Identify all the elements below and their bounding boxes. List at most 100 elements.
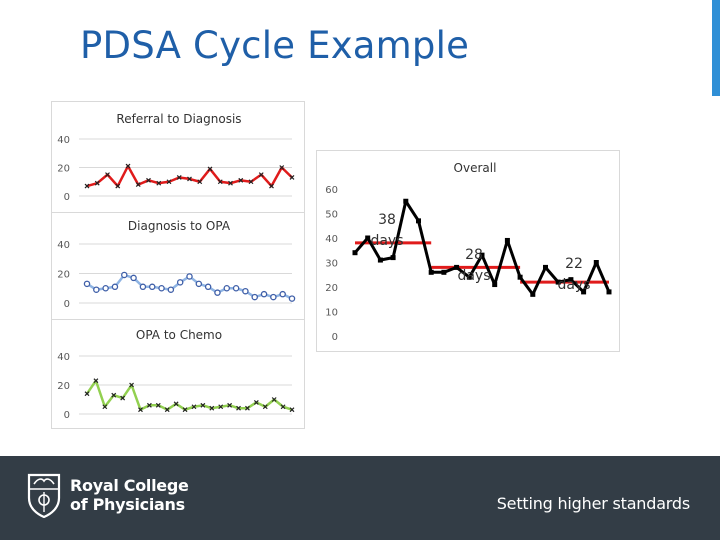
chart-referral-point-11: [197, 179, 203, 185]
chart-opa-axes: 40 20 0: [57, 240, 292, 310]
chart-opa-point-17: [242, 287, 249, 295]
chart-overall-axes: 60 50 40 30 20 10 0: [325, 185, 338, 343]
chart-overall-ytick-1: 50: [325, 210, 338, 221]
chart-referral-point-10: [187, 176, 192, 182]
chart-referral-point-2: [105, 172, 110, 178]
chart-overall-ytick-4: 20: [325, 283, 338, 294]
chart-overall-median-label-unit-1: days: [457, 268, 490, 284]
chart-opa-point-7: [148, 283, 156, 291]
chart-overall-point-14: [530, 291, 536, 297]
chart-chemo-point-11: [182, 407, 188, 413]
chart-chemo-point-16: [227, 402, 233, 408]
chart-opa-point-3: [111, 283, 119, 291]
chart-referral-series-line-0: [86, 164, 293, 188]
chart-opa-title: Diagnosis to OPA: [128, 219, 231, 233]
chart-opa-point-9: [167, 286, 175, 293]
chart-referral-svg: Referral to Diagnosis 40 20 0: [57, 112, 295, 203]
chart-opa-point-19: [260, 290, 268, 298]
chart-opa-point-11: [186, 273, 193, 280]
chart-referral-point-20: [289, 175, 295, 180]
chart-overall-point-5: [416, 218, 421, 224]
chart-referral-point-0: [84, 183, 90, 189]
chart-opa-point-8: [158, 285, 165, 292]
chart-referral-point-3: [115, 183, 121, 189]
chart-chemo-ytick-0: 40: [57, 352, 70, 363]
chart-chemo-point-4: [120, 395, 126, 401]
chart-opa-ytick-0: 40: [57, 240, 70, 251]
chart-chemo-point-6: [138, 407, 143, 413]
chart-overall-ytick-0: 60: [325, 185, 338, 196]
chart-chemo-point-19: [253, 399, 259, 405]
chart-chemo-point-14: [209, 405, 215, 411]
chart-chemo-point-15: [218, 404, 224, 410]
chart-opa-point-0: [83, 280, 91, 288]
chart-referral-point-1: [94, 180, 100, 186]
chart-overall-svg: Overall 60 50 40 30 20 10 0 38 days 28 days 22 days: [325, 161, 612, 343]
chart-referral-to-diagnosis: Referral to Diagnosis 40 20 0: [51, 101, 305, 213]
chart-opa-point-4: [121, 271, 128, 279]
chart-overall-median-labels: 38 days 28 days 22 days: [370, 212, 590, 293]
chart-chemo-axes: 40 20 0: [57, 352, 292, 421]
chart-chemo-ytick-1: 20: [57, 381, 70, 392]
chart-opa-point-10: [176, 279, 184, 286]
chart-chemo-point-22: [280, 404, 286, 410]
chart-chemo-title: OPA to Chemo: [136, 328, 222, 342]
chart-chemo-point-23: [289, 407, 295, 413]
chart-referral-point-8: [166, 179, 172, 185]
chart-overall-title: Overall: [454, 161, 497, 175]
chart-chemo-point-20: [262, 404, 268, 410]
tagline: Setting higher standards: [496, 494, 690, 513]
chart-referral-point-7: [156, 180, 162, 186]
chart-overall-median-label-unit-2: days: [557, 277, 590, 293]
chart-opa-point-14: [214, 289, 221, 296]
chart-overall-point-18: [581, 289, 587, 295]
chart-referral-point-15: [238, 177, 244, 183]
chart-chemo-point-17: [236, 405, 241, 411]
chart-chemo-svg: OPA to Chemo 40 20 0: [57, 328, 295, 421]
chart-referral-point-16: [248, 179, 254, 185]
chart-overall-point-8: [454, 264, 460, 270]
chart-opa-point-16: [232, 285, 240, 292]
chart-chemo-point-21: [271, 397, 277, 402]
chart-chemo-point-9: [164, 407, 170, 413]
chart-overall-point-16: [555, 279, 561, 285]
chart-chemo-point-13: [200, 402, 206, 408]
chart-opa-point-18: [251, 293, 258, 301]
chart-overall-point-4: [403, 198, 409, 204]
chart-opa-point-5: [130, 274, 137, 282]
chart-overall-point-2: [377, 257, 383, 263]
chart-referral-ytick-2: 0: [64, 192, 70, 203]
accent-bar: [712, 0, 720, 96]
chart-chemo-point-10: [173, 401, 179, 407]
chart-referral-point-9: [176, 175, 182, 180]
org-name-line-2: of Physicians: [70, 495, 185, 514]
chart-opa-svg: Diagnosis to OPA 40 20 0: [57, 219, 296, 310]
chart-opa-point-2: [102, 285, 109, 292]
chart-referral-point-14: [228, 180, 233, 186]
footer-bar: [0, 456, 720, 540]
chart-chemo-point-8: [155, 402, 161, 408]
chart-referral-point-12: [207, 166, 213, 172]
chart-diagnosis-to-opa: Diagnosis to OPA 40 20 0: [51, 212, 305, 320]
chart-opa-ytick-1: 20: [57, 270, 70, 281]
chart-opa-point-13: [204, 283, 212, 291]
chart-overall-marks: [352, 198, 612, 297]
chart-overall-point-20: [606, 289, 612, 295]
chart-overall-point-7: [441, 269, 447, 275]
chart-referral-axes: 40 20 0: [57, 135, 292, 203]
chart-referral-marks: [84, 163, 295, 189]
chart-referral-point-6: [146, 177, 151, 183]
chart-chemo-ytick-2: 0: [64, 410, 70, 421]
chart-overall-point-10: [479, 252, 485, 258]
chart-overall-point-12: [504, 237, 510, 243]
chart-chemo-point-12: [191, 404, 197, 410]
chart-overall-point-9: [466, 274, 472, 280]
chart-referral-point-19: [279, 165, 285, 170]
chart-opa-point-15: [223, 285, 231, 292]
rcp-crest-icon: [27, 473, 61, 518]
chart-overall-median-label-value-2: 22: [565, 256, 583, 272]
chart-overall-point-15: [543, 264, 548, 270]
chart-referral-point-18: [269, 183, 274, 189]
chart-overall-point-11: [492, 282, 498, 288]
org-name: Royal College of Physicians: [70, 476, 189, 514]
